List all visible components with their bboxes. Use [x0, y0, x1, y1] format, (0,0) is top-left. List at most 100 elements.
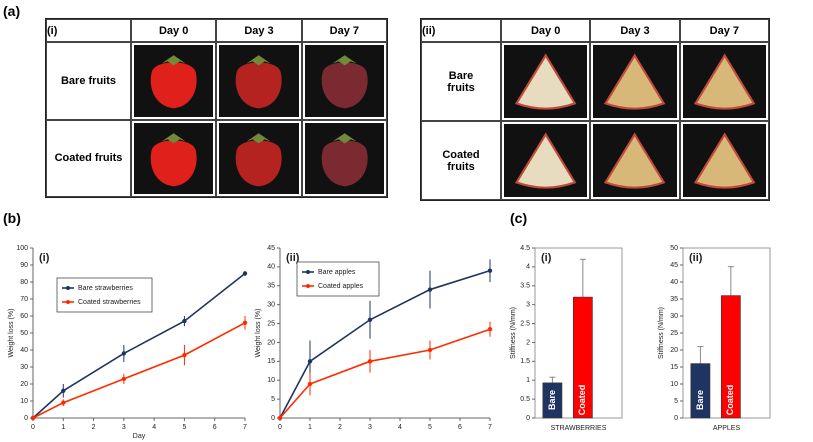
y-tick-label: 15 — [267, 358, 275, 365]
y-tick-label: 0.5 — [520, 396, 530, 403]
y-tick-label: 90 — [20, 262, 28, 269]
photo — [501, 121, 591, 200]
photo-table: (ii) Day 0 Day 3 Day 7 Bare fruits Coated fru… — [420, 18, 770, 201]
photo-image — [504, 124, 588, 197]
x-tick-label: 3 — [122, 424, 126, 431]
x-tick-label: 4 — [152, 424, 156, 431]
row-header: Bare fruits — [46, 42, 131, 120]
x-tick-label: 1 — [61, 424, 65, 431]
photo — [216, 42, 302, 120]
y-tick-label: 80 — [20, 279, 28, 286]
y-tick-label: 50 — [20, 330, 28, 337]
x-axis-label: APPLES — [713, 425, 741, 432]
y-tick-label: 1 — [526, 377, 530, 384]
photo-image — [682, 45, 766, 118]
x-tick-label: 7 — [243, 424, 247, 431]
legend-marker — [306, 284, 310, 288]
point — [242, 320, 248, 325]
legend-label: Bare strawberries — [78, 285, 133, 292]
legend-label: Bare apples — [318, 269, 356, 276]
y-axis-label: Weight loss (%) — [255, 309, 262, 358]
photo-image — [304, 45, 384, 117]
panel-label: (a) — [3, 3, 21, 19]
photo-image — [219, 122, 299, 194]
photo — [301, 42, 387, 120]
bar-label: Bare — [547, 390, 557, 410]
photo-image — [593, 124, 677, 197]
y-tick-label: 50 — [670, 245, 678, 252]
y-tick-label: 45 — [267, 245, 275, 252]
row-header: Coated fruits — [421, 121, 501, 200]
x-tick-label: 3 — [368, 424, 372, 431]
chart-title: (ii) — [286, 252, 300, 264]
y-tick-label: 1.5 — [520, 358, 530, 365]
photo — [131, 42, 217, 120]
y-axis-label: Weight loss (%) — [8, 309, 15, 358]
x-tick-label: 7 — [488, 424, 492, 431]
y-tick-label: 40 — [670, 279, 678, 286]
y-tick-label: 25 — [267, 320, 275, 327]
panel-label: (c) — [510, 210, 528, 226]
bar-label: Bare — [695, 390, 705, 410]
y-tick-label: 4.5 — [520, 245, 530, 252]
point — [367, 359, 373, 364]
bar — [720, 295, 741, 419]
table-label: (ii) — [421, 19, 501, 42]
x-axis-label: Day — [133, 433, 146, 440]
y-tick-label: 0 — [271, 415, 275, 422]
photo-image — [504, 45, 588, 118]
bar — [690, 363, 711, 419]
y-tick-label: 3 — [526, 302, 530, 309]
y-tick-label: 0 — [24, 415, 28, 422]
photo — [216, 119, 302, 197]
x-tick-label: 4 — [398, 424, 402, 431]
x-tick-label: 2 — [92, 424, 96, 431]
legend-marker — [306, 270, 310, 274]
y-tick-label: 40 — [20, 347, 28, 354]
y-tick-label: 35 — [267, 283, 275, 290]
y-tick-label: 10 — [20, 398, 28, 405]
point — [61, 400, 66, 405]
y-tick-label: 10 — [267, 377, 275, 384]
photo-image — [304, 122, 384, 194]
legend-marker — [66, 300, 70, 304]
photo-table: (i) Day 0 Day 3 Day 7 Bare fruits Coated frui… — [45, 18, 388, 198]
y-tick-label: 2 — [526, 339, 530, 346]
x-tick-label: 0 — [31, 424, 35, 431]
y-tick-label: 40 — [267, 264, 275, 271]
y-tick-label: 3.5 — [520, 283, 530, 290]
legend-box — [296, 261, 380, 297]
point — [307, 381, 313, 387]
photo — [131, 119, 217, 197]
photo-image — [593, 45, 677, 118]
y-tick-label: 10 — [670, 381, 678, 388]
point — [121, 351, 127, 356]
y-axis-label: Stiffness (N/mm) — [510, 307, 517, 359]
legend-box — [56, 277, 153, 313]
y-tick-label: 20 — [267, 339, 275, 346]
point — [182, 318, 187, 324]
x-tick-label: 5 — [182, 424, 186, 431]
column-header: Day 7 — [679, 19, 769, 42]
point — [367, 317, 373, 322]
y-tick-label: 35 — [670, 296, 678, 303]
legend-label: Coated strawberries — [78, 299, 141, 306]
x-tick-label: 6 — [213, 424, 217, 431]
y-tick-label: 4 — [526, 264, 530, 271]
point — [242, 271, 248, 276]
point — [487, 327, 493, 332]
photo-image — [219, 45, 299, 117]
point — [307, 359, 313, 364]
y-tick-label: 5 — [674, 398, 678, 405]
photo — [301, 119, 387, 197]
legend-label: Coated apples — [318, 283, 364, 290]
point — [61, 388, 66, 393]
y-tick-label: 70 — [20, 296, 28, 303]
bar-label: Coated — [725, 385, 735, 416]
photo — [590, 42, 680, 121]
point — [427, 347, 433, 353]
y-tick-label: 0 — [674, 415, 678, 422]
photo — [590, 121, 680, 200]
